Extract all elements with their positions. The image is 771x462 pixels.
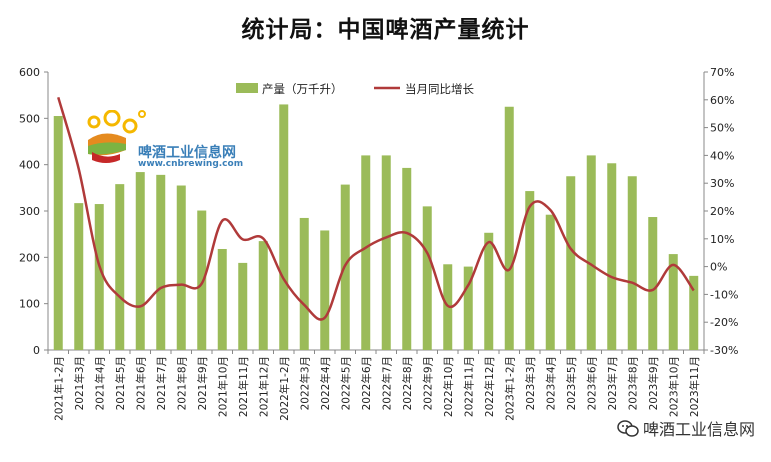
x-tick-label: 2023年9月 [647,356,660,410]
watermark: 啤酒工业信息网 [617,416,755,440]
bar [648,217,658,350]
x-tick-label: 2022年11月 [462,356,475,417]
y-left-tick-label: 300 [19,205,40,218]
legend-bar-swatch [236,83,258,93]
bar [238,262,248,350]
logo: 啤酒工业信息网 www.cnbrewing.com [86,109,276,180]
logo-url: www.cnbrewing.com [138,159,244,169]
chart-title: 统计局：中国啤酒产量统计 [241,17,530,43]
bar [607,163,617,350]
bar [463,266,473,350]
x-tick-label: 2021年11月 [237,356,250,417]
x-tick-label: 2021年3月 [73,356,86,410]
y-left-tick-label: 0 [33,344,40,357]
bar [668,254,678,350]
x-tick-label: 2021年6月 [134,356,147,410]
bar [176,185,186,350]
bar [422,206,432,350]
bar [566,176,576,350]
x-tick-label: 2023年5月 [565,356,578,410]
y-right-tick-label: 30% [710,177,734,190]
y-right-tick-label: -20% [710,316,738,329]
beer-logo-icon [87,109,146,163]
y-right-tick-label: 0% [710,261,727,274]
x-tick-label: 2022年1-2月 [278,356,291,421]
y-left-tick-label: 400 [19,159,40,172]
x-tick-label: 2021年5月 [114,356,127,410]
bar [135,172,145,350]
x-tick-label: 2022年6月 [360,356,373,410]
y-right-tick-label: 70% [710,66,734,79]
x-tick-label: 2021年8月 [175,356,188,410]
bar [484,232,494,350]
y-right-tick-label: 60% [710,94,734,107]
x-tick-label: 2021年1-2月 [52,356,65,421]
bar [115,184,125,350]
x-tick-label: 2022年9月 [421,356,434,410]
bar [299,217,309,350]
bar [156,174,166,350]
bar [525,191,535,350]
x-tick-label: 2023年10月 [667,356,680,417]
y-left-tick-label: 600 [19,66,40,79]
bar [361,155,371,350]
bar [586,155,596,350]
yoy-growth-line [57,96,695,321]
legend-bar-label: 产量（万千升） [262,82,343,96]
bar [545,214,555,350]
x-tick-label: 2021年9月 [196,356,209,410]
x-tick-label: 2023年1-2月 [503,356,516,421]
bar [320,230,330,350]
x-tick-label: 2023年3月 [524,356,537,410]
y-right-tick-label: -30% [710,344,738,357]
x-tick-label: 2022年12月 [483,356,496,417]
bar [381,155,391,350]
bar [197,210,207,350]
x-tick-label: 2022年4月 [319,356,332,410]
x-tick-label: 2023年11月 [688,356,701,417]
x-tick-label: 2022年5月 [339,356,352,410]
x-tick-label: 2022年8月 [401,356,414,410]
y-right-tick-label: 10% [710,233,734,246]
bar [279,104,289,350]
x-tick-label: 2021年7月 [155,356,168,410]
bar [402,167,412,350]
wechat-icon [617,420,639,437]
bar [504,106,514,350]
logo-name: 啤酒工业信息网 [138,145,236,161]
bar [689,275,699,350]
x-tick-label: 2023年6月 [585,356,598,410]
x-tick-label: 2022年3月 [298,356,311,410]
x-tick-label: 2022年10月 [442,356,455,417]
bar [53,116,63,351]
legend-line-label: 当月同比增长 [405,82,474,96]
y-left-tick-label: 100 [19,298,40,311]
x-tick-label: 2021年12月 [257,356,270,417]
bar [258,241,268,350]
bar [74,203,84,350]
x-tick-label: 2021年10月 [216,356,229,417]
x-tick-label: 2021年4月 [93,356,106,410]
y-right-tick-label: 40% [710,149,734,162]
y-right-tick-label: -10% [710,288,738,301]
bar [627,176,637,350]
y-left-tick-label: 500 [19,112,40,125]
x-tick-label: 2022年7月 [380,356,393,410]
x-tick-label: 2023年7月 [606,356,619,410]
bar [94,204,104,350]
bar [217,248,227,350]
x-tick-label: 2023年4月 [544,356,557,410]
watermark-text: 啤酒工业信息网 [642,420,755,439]
y-right-tick-label: 50% [710,122,734,135]
y-right-tick-label: 20% [710,205,734,218]
x-tick-label: 2023年8月 [626,356,639,410]
y-left-tick-label: 200 [19,251,40,264]
